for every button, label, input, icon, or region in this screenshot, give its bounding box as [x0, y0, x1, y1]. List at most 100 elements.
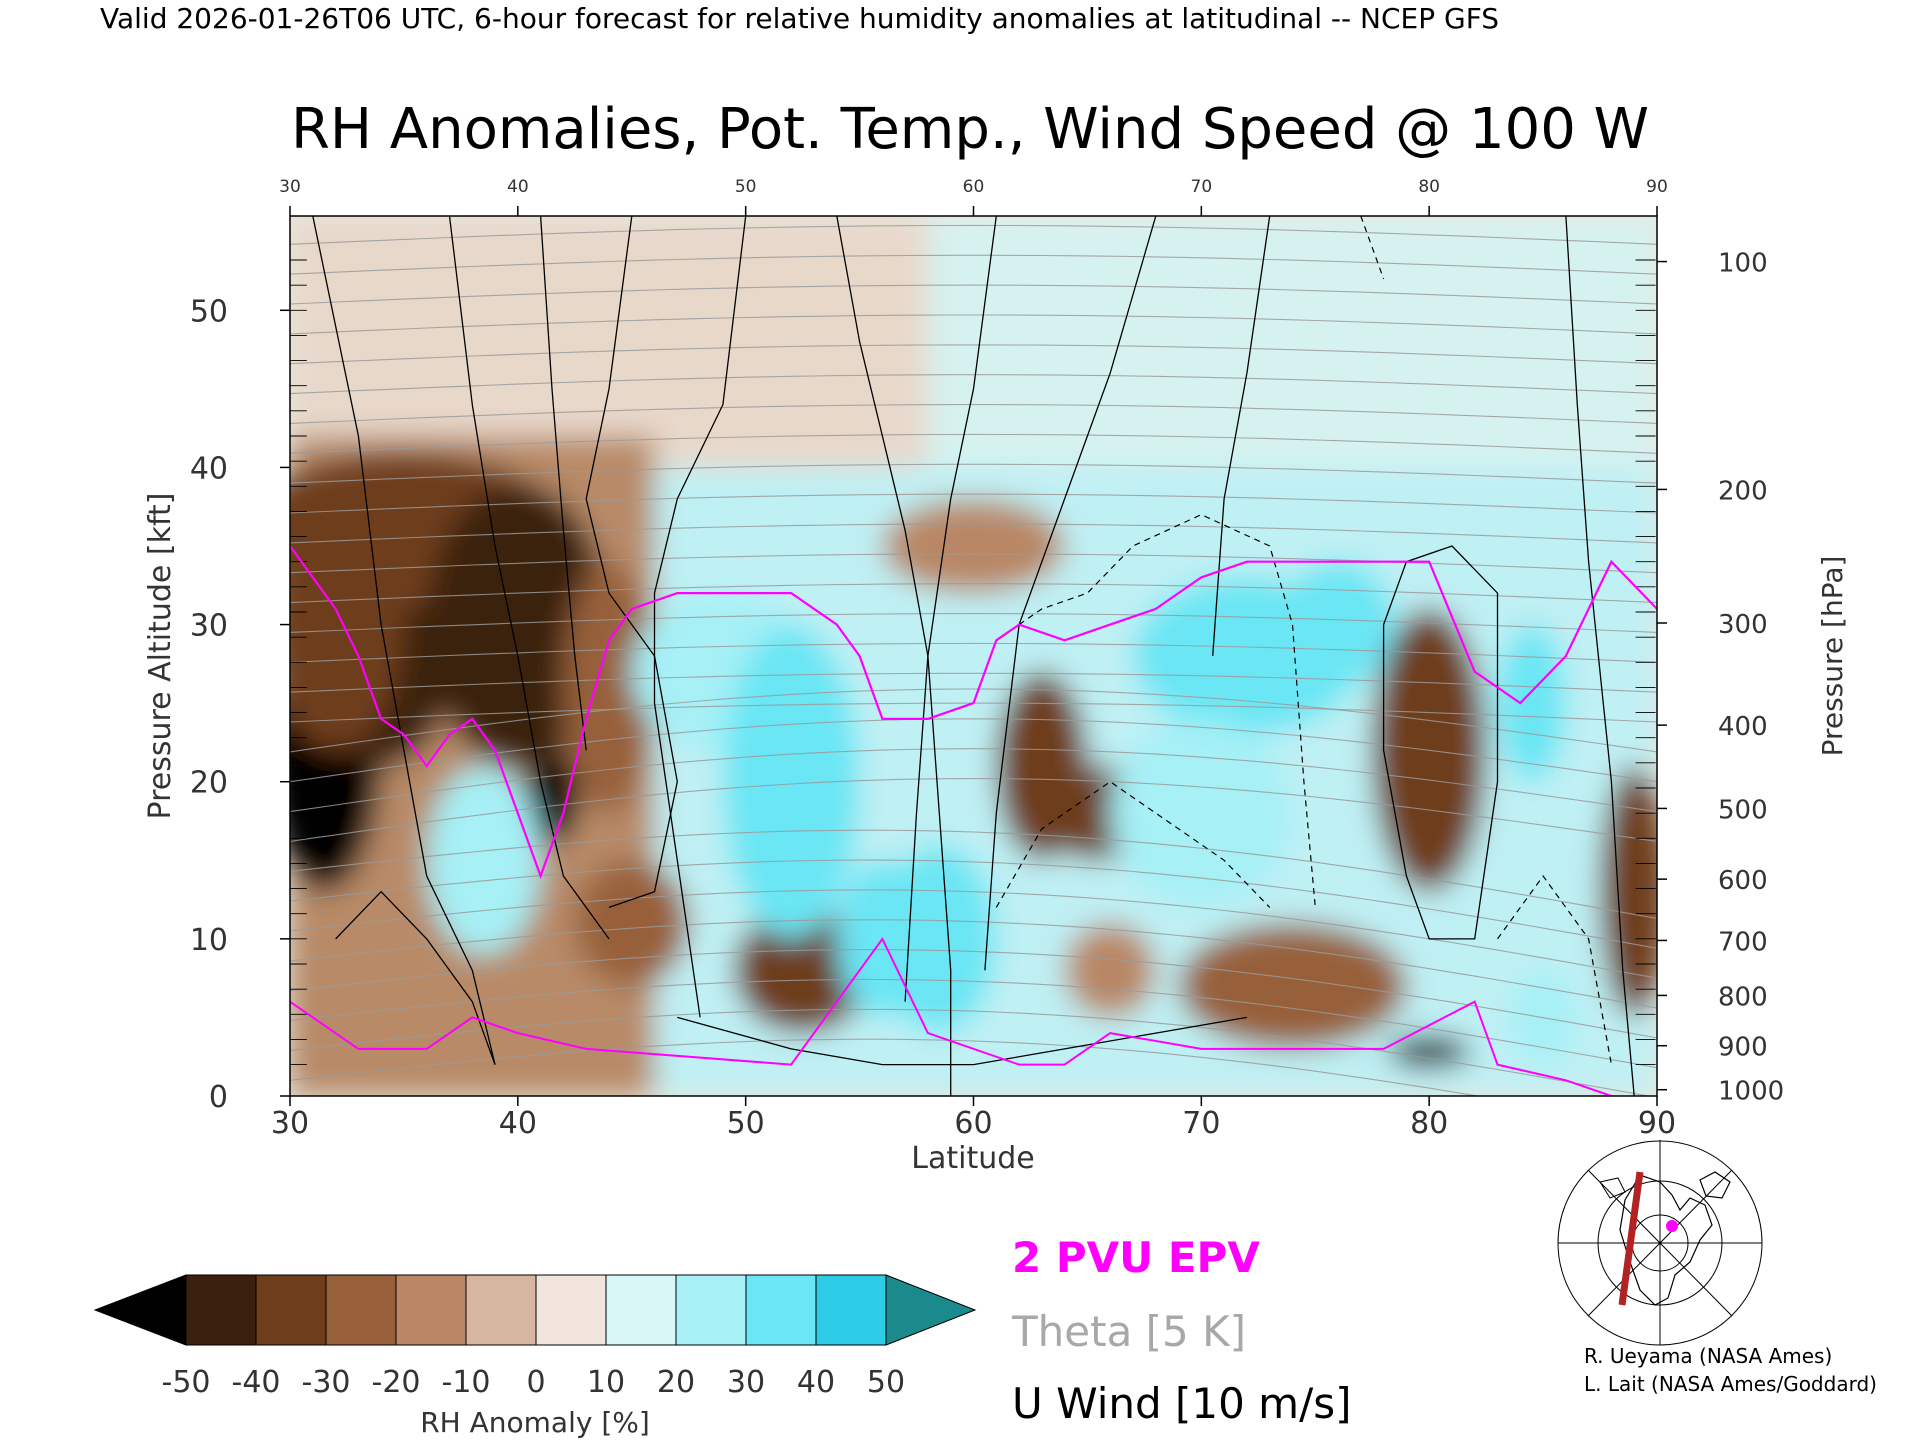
wind-contour [448, 216, 610, 940]
pressure-tick-label: 700 [1718, 927, 1768, 957]
legend-theta: Theta [5 K] [1011, 1307, 1246, 1356]
colorbar-tick-label: -20 [372, 1365, 421, 1400]
colorbar-tick-label: 0 [526, 1365, 545, 1400]
colorbar-swatch [815, 1274, 887, 1346]
theta-contour [290, 919, 1657, 1009]
pressure-tick-label: 600 [1718, 866, 1768, 896]
colorbar-swatch [255, 1274, 327, 1346]
wind-contour-negative [995, 780, 1271, 908]
credit-line-2: L. Lait (NASA Ames/Goddard) [1584, 1372, 1877, 1396]
y-tick-label: 50 [190, 294, 228, 329]
rh-anomaly-blob [1388, 1036, 1471, 1068]
theta-contour [290, 949, 1657, 1039]
theta-contour [290, 672, 1657, 693]
theta-contour [290, 613, 1657, 633]
rh-anomaly-blob [882, 844, 997, 1034]
chart-title: RH Anomalies, Pot. Temp., Wind Speed @ 1… [291, 97, 1649, 162]
pressure-tick-label: 500 [1718, 795, 1768, 825]
wind-contour [1212, 216, 1271, 657]
y-tick-label: 0 [209, 1080, 228, 1115]
y-axis-label: Pressure Altitude [kft] [143, 493, 178, 820]
x-tick-label: 40 [499, 1106, 537, 1141]
rh-anomaly-blob [882, 498, 1065, 594]
wind-contour [1565, 216, 1635, 1096]
colorbar-swatch [675, 1274, 747, 1346]
colorbar-under-arrow [93, 1274, 187, 1346]
colorbar-tick-label: -30 [302, 1365, 351, 1400]
theta-contour [290, 829, 1657, 919]
x-tick-label: 30 [271, 1106, 309, 1141]
theta-contour [290, 284, 1657, 305]
colorbar-swatch [185, 1274, 257, 1346]
pressure-tick-label: 900 [1718, 1033, 1768, 1063]
x-tick-label: 90 [1638, 1106, 1676, 1141]
wind-contour [335, 890, 496, 1065]
x-tick-label: 70 [1182, 1106, 1220, 1141]
theta-contour [290, 254, 1657, 275]
colorbar-label: RH Anomaly [%] [420, 1406, 650, 1439]
rh-anomaly-blob [426, 483, 609, 766]
field-upper-band-east [927, 216, 1657, 468]
colorbar-swatch [325, 1274, 397, 1346]
theta-contour [290, 748, 1657, 813]
rh-anomaly-blob [1600, 766, 1657, 1018]
colorbar-swatch [745, 1274, 817, 1346]
legend-wind: U Wind [10 m/s] [1012, 1379, 1352, 1428]
x-top-tick-label: 90 [1646, 177, 1668, 197]
x-tick-label: 60 [954, 1106, 992, 1141]
colorbar-tick-label: 20 [657, 1365, 695, 1400]
theta-contour [290, 224, 1657, 245]
rh-anomaly-blob [1110, 718, 1293, 908]
colorbar-tick-label: 30 [727, 1365, 765, 1400]
wind-contour [312, 216, 496, 1065]
cross-section-line [1618, 1171, 1644, 1306]
x-tick-label: 50 [727, 1106, 765, 1141]
colorbar-tick-label: -50 [162, 1365, 211, 1400]
colorbar: -50 -40 -30 -20 -10 0 10 20 30 40 50 RH Anomaly [%… [93, 1274, 977, 1439]
legend-epv: 2 PVU EPV [1012, 1233, 1260, 1282]
pressure-tick-label: 200 [1718, 476, 1768, 506]
wind-contour [585, 216, 678, 909]
wind-contour-negative [1360, 216, 1385, 280]
x-top-tick-label: 80 [1418, 177, 1440, 197]
rh-anomaly-field [290, 216, 1657, 1096]
theta-contour [290, 523, 1657, 544]
colorbar-over-arrow [885, 1274, 977, 1346]
x-tick-label: 80 [1410, 1106, 1448, 1141]
theta-contour [290, 583, 1657, 604]
header-text: Valid 2026-01-26T06 UTC, 6-hour forecast… [100, 2, 1499, 35]
wind-contour [984, 216, 1157, 971]
epv-lower-contour [290, 936, 1612, 1096]
y-tick-label: 40 [190, 451, 228, 486]
rh-anomaly-blob [1281, 561, 1395, 688]
location-marker [1666, 1220, 1678, 1232]
pressure-tick-label: 1000 [1718, 1077, 1784, 1107]
legend: 2 PVU EPV Theta [5 K] U Wind [10 m/s] [1011, 1233, 1352, 1428]
theta-contour [290, 978, 1657, 1069]
x-top-tick-label: 50 [735, 177, 757, 197]
y-tick-label: 30 [190, 609, 228, 644]
rh-anomaly-blob [574, 860, 689, 987]
colorbar-swatch [535, 1274, 607, 1346]
pressure-tick-label: 100 [1718, 249, 1768, 279]
wind-contour [1382, 545, 1499, 940]
x-top-tick-label: 70 [1191, 177, 1213, 197]
rh-anomaly-blob [1178, 923, 1407, 1049]
y-tick-label: 10 [190, 923, 228, 958]
theta-contour [290, 433, 1657, 454]
colorbar-tick-label: 50 [867, 1365, 905, 1400]
theta-contour [290, 344, 1657, 365]
colorbar-swatch [465, 1274, 537, 1346]
wind-contour-negative [1018, 513, 1316, 908]
rh-anomaly-blob [426, 766, 541, 955]
colorbar-tick-label: 10 [587, 1365, 625, 1400]
y-tick-label: 20 [190, 766, 228, 801]
colorbar-tick-label: 40 [797, 1365, 835, 1400]
x-axis-label: Latitude [911, 1141, 1034, 1176]
wind-contour [677, 1016, 1248, 1066]
epv-series-line [290, 545, 1657, 880]
theta-contour [290, 463, 1657, 484]
theta-contour [290, 1038, 1481, 1096]
theta-contour [290, 374, 1657, 395]
